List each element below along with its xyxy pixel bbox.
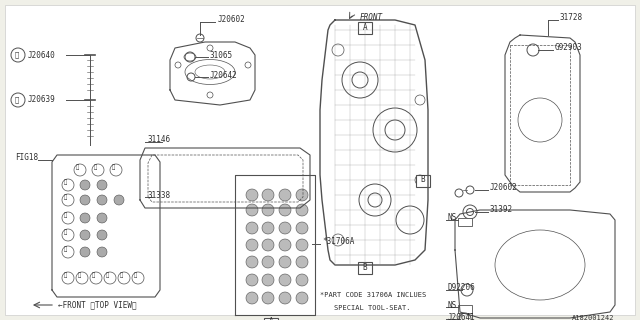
Circle shape [97, 247, 107, 257]
Text: ②: ② [63, 246, 67, 252]
Circle shape [262, 239, 274, 251]
Circle shape [246, 274, 258, 286]
Circle shape [246, 256, 258, 268]
Text: G92903: G92903 [555, 44, 583, 52]
Text: ②: ② [63, 194, 67, 200]
Bar [358, 22, 372, 34]
Text: D92206: D92206 [448, 284, 476, 292]
Text: B: B [420, 175, 426, 185]
Circle shape [97, 180, 107, 190]
Text: J20639: J20639 [28, 95, 56, 105]
Circle shape [279, 222, 291, 234]
Circle shape [80, 180, 90, 190]
Text: 31392: 31392 [490, 205, 513, 214]
Text: J20641: J20641 [448, 314, 476, 320]
Circle shape [279, 292, 291, 304]
Circle shape [246, 239, 258, 251]
Circle shape [296, 189, 308, 201]
Bar [416, 175, 430, 187]
Circle shape [296, 222, 308, 234]
Text: *31706A: *31706A [322, 237, 355, 246]
Circle shape [296, 204, 308, 216]
Circle shape [246, 204, 258, 216]
Circle shape [262, 222, 274, 234]
Circle shape [262, 204, 274, 216]
Text: ①: ① [111, 164, 115, 170]
Circle shape [80, 230, 90, 240]
Text: FRONT: FRONT [360, 13, 383, 22]
Text: ②: ② [76, 164, 79, 170]
Circle shape [114, 195, 124, 205]
Text: NS: NS [448, 300, 457, 309]
Circle shape [246, 222, 258, 234]
Circle shape [279, 256, 291, 268]
Circle shape [246, 292, 258, 304]
Bar [264, 318, 278, 320]
Circle shape [97, 230, 107, 240]
Text: J20602: J20602 [490, 183, 518, 193]
Text: NS: NS [448, 213, 457, 222]
Circle shape [296, 239, 308, 251]
Circle shape [279, 204, 291, 216]
Circle shape [296, 274, 308, 286]
Text: ②: ② [133, 272, 136, 278]
Text: B: B [363, 262, 367, 271]
Text: ②: ② [106, 272, 109, 278]
Circle shape [296, 292, 308, 304]
Bar [458, 305, 472, 313]
Text: ①: ① [15, 52, 19, 58]
Text: ②: ② [63, 179, 67, 185]
Circle shape [262, 292, 274, 304]
Circle shape [262, 256, 274, 268]
Circle shape [279, 239, 291, 251]
Circle shape [262, 274, 274, 286]
Text: ②: ② [63, 272, 67, 278]
Circle shape [296, 256, 308, 268]
Circle shape [246, 189, 258, 201]
Bar [358, 262, 372, 274]
Circle shape [97, 213, 107, 223]
Circle shape [279, 189, 291, 201]
Text: ②: ② [92, 272, 95, 278]
Text: A: A [363, 22, 367, 31]
Circle shape [80, 247, 90, 257]
Text: SPECIAL TOOL-SEAT.: SPECIAL TOOL-SEAT. [334, 305, 410, 311]
Text: 31146: 31146 [148, 135, 171, 145]
Text: A: A [269, 317, 273, 320]
Bar [458, 218, 472, 226]
Text: ②: ② [63, 212, 67, 218]
Text: ②: ② [15, 97, 19, 103]
Circle shape [80, 195, 90, 205]
Text: J20640: J20640 [28, 51, 56, 60]
Text: A182001242: A182001242 [572, 315, 614, 320]
Circle shape [279, 274, 291, 286]
Text: 31728: 31728 [560, 13, 583, 22]
Text: FIG18: FIG18 [15, 154, 38, 163]
Circle shape [80, 213, 90, 223]
Text: ②: ② [93, 164, 97, 170]
Text: ②: ② [77, 272, 81, 278]
Text: ②: ② [120, 272, 123, 278]
Text: 31065: 31065 [210, 51, 233, 60]
Circle shape [262, 189, 274, 201]
Text: J20642: J20642 [210, 70, 237, 79]
Text: 31338: 31338 [148, 190, 171, 199]
Circle shape [97, 195, 107, 205]
Text: ←FRONT 〈TOP VIEW〉: ←FRONT 〈TOP VIEW〉 [58, 300, 136, 309]
Text: *PART CODE 31706A INCLUES: *PART CODE 31706A INCLUES [320, 292, 426, 298]
Text: J20602: J20602 [218, 15, 246, 25]
Text: ①: ① [63, 229, 67, 235]
